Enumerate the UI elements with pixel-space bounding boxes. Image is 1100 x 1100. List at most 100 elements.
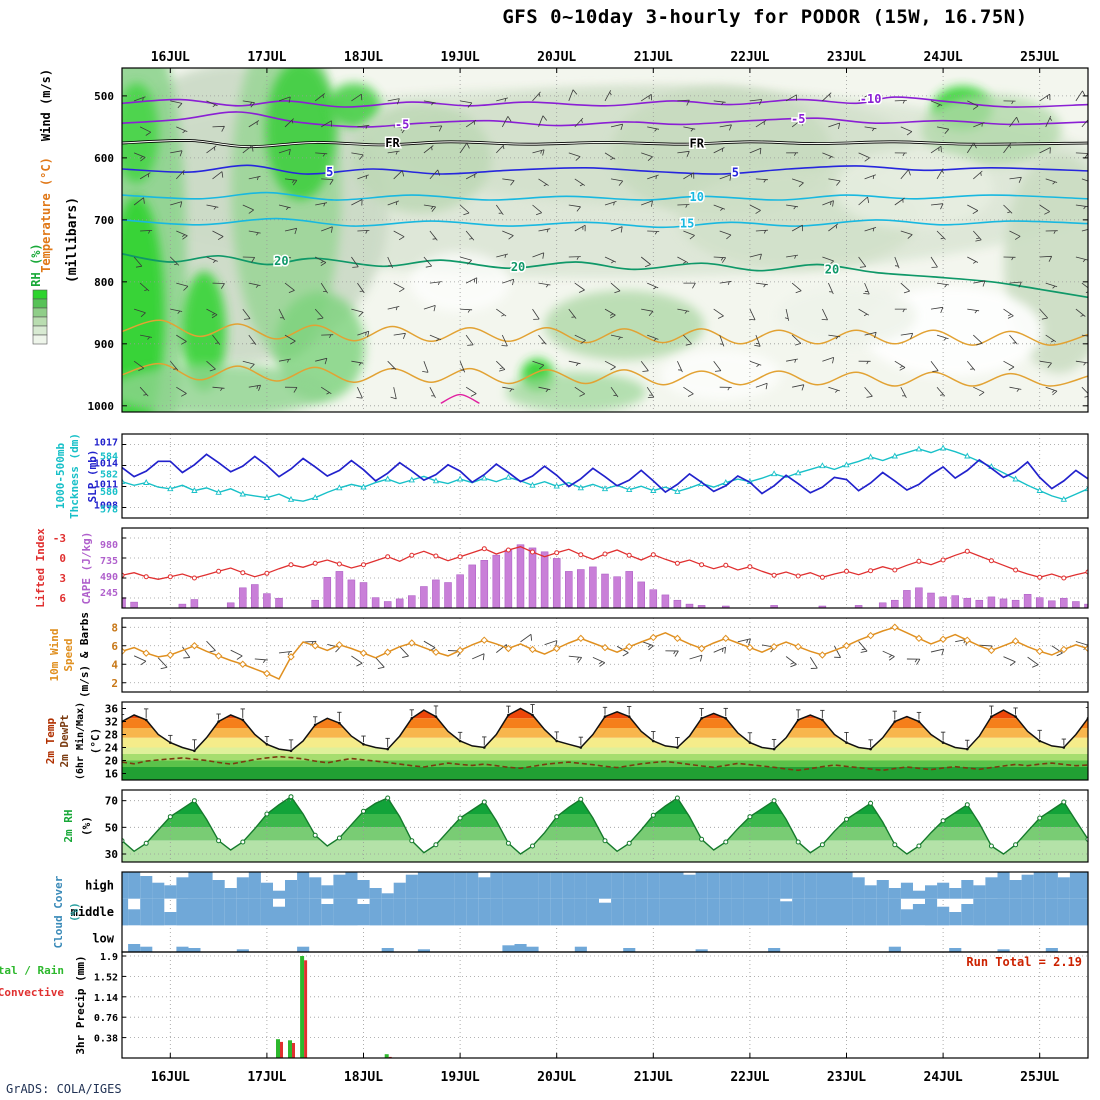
cloud-bar [417,898,430,926]
cloud-bar [671,898,684,926]
wind-barb [828,334,841,340]
cloud-bar [888,898,901,926]
wind-tick: 4 [111,658,118,671]
contour-line [122,362,1088,387]
wind-barb [930,306,944,314]
wind-barb [212,386,225,392]
thickness-marker [867,453,874,460]
cape-bar [577,569,585,608]
cape-bar [1072,601,1080,608]
wind-barb [465,386,477,397]
axis-label: CAPE (J/kg) [80,532,93,605]
cloud-bar [381,898,394,926]
temp-panel [122,704,1088,780]
rh-tick: 50 [105,821,118,834]
convective-bar [304,960,308,1058]
cloud-bar [925,898,938,926]
wind-barb [641,200,653,207]
cape-bar [420,586,428,608]
rh-marker [650,812,656,818]
cloud-bar [309,898,322,926]
wind-marker [142,649,150,657]
wind-barb [242,100,255,108]
wind-barb [858,94,870,102]
cloud-bar [321,885,334,899]
wind-barb [1039,93,1051,102]
wind-barb [429,387,436,398]
rh-shading-blob [776,285,917,346]
temp-marker [241,718,245,722]
wind-barb [284,178,298,186]
cape-bar [963,597,972,608]
cloud-bar [828,898,841,926]
cape-bar [661,594,670,608]
cloud-bar [852,877,865,899]
wind-barb [683,334,692,346]
cloud-bar [719,872,732,899]
cloud-bar [816,872,829,899]
cloud-bar [514,898,527,926]
wind-barb [320,386,332,395]
wind-barb [900,387,907,398]
wind-barb [1045,230,1058,234]
date-label-top: 21JUL [634,50,673,65]
thickness-marker [408,476,415,483]
thickness-marker [843,461,850,468]
cloud-bar [260,882,273,899]
cloud-bar [526,872,539,899]
wind-barb [1009,281,1022,288]
temp-marker [193,749,196,753]
wind-barb [206,145,217,154]
rh-marker [699,836,705,842]
cape-bar [239,587,247,608]
wind-barb [248,334,257,345]
wind-barb [278,148,291,156]
wind-barb [1075,256,1088,263]
temp-marker [941,741,945,744]
wind-barb [894,100,907,104]
cloud-bar [876,880,889,899]
cloud-bar [599,872,612,899]
precip-tick: 0.38 [94,1034,118,1045]
li-marker [819,574,825,580]
rh-marker [554,814,560,820]
cloud-bar [756,872,769,899]
wind-barb [357,124,370,129]
cloud-bar [792,898,805,926]
cloud-bar [188,872,201,899]
cloud-bar [695,872,708,899]
temp-band [122,760,1088,767]
wind-barb [568,256,581,260]
thickness-marker [601,485,609,492]
rh-shading-blob [122,83,159,184]
li-marker [674,560,680,566]
rh-shading-blob [506,372,646,412]
wind-barb [538,334,547,345]
cloud-bar [285,880,298,899]
cape-tick: 490 [100,572,118,583]
cloud-bar [526,898,539,926]
contour-label: FR [690,137,705,151]
wind-barb [791,334,802,346]
date-label-top: 22JUL [730,50,769,65]
rh-tick: 30 [105,848,118,861]
li-marker [361,562,366,568]
li-marker [216,568,222,574]
wind-barb [574,334,586,345]
cloud-bar [140,876,153,899]
cape-bar [891,599,899,608]
wind-barb [387,306,400,311]
cloud-bar [997,898,1010,926]
temp-marker [869,747,872,751]
wind-barb [858,641,868,653]
rh-marker [844,816,849,822]
temp-band [122,754,1088,761]
wind-barb [900,230,913,239]
wind-barb [755,120,767,128]
wind-barb [139,172,151,180]
cape-bar [951,595,959,608]
cape-bar [468,564,476,608]
thickness-marker [143,479,150,485]
wind-barb [713,100,726,105]
cloud-bar [236,949,249,952]
